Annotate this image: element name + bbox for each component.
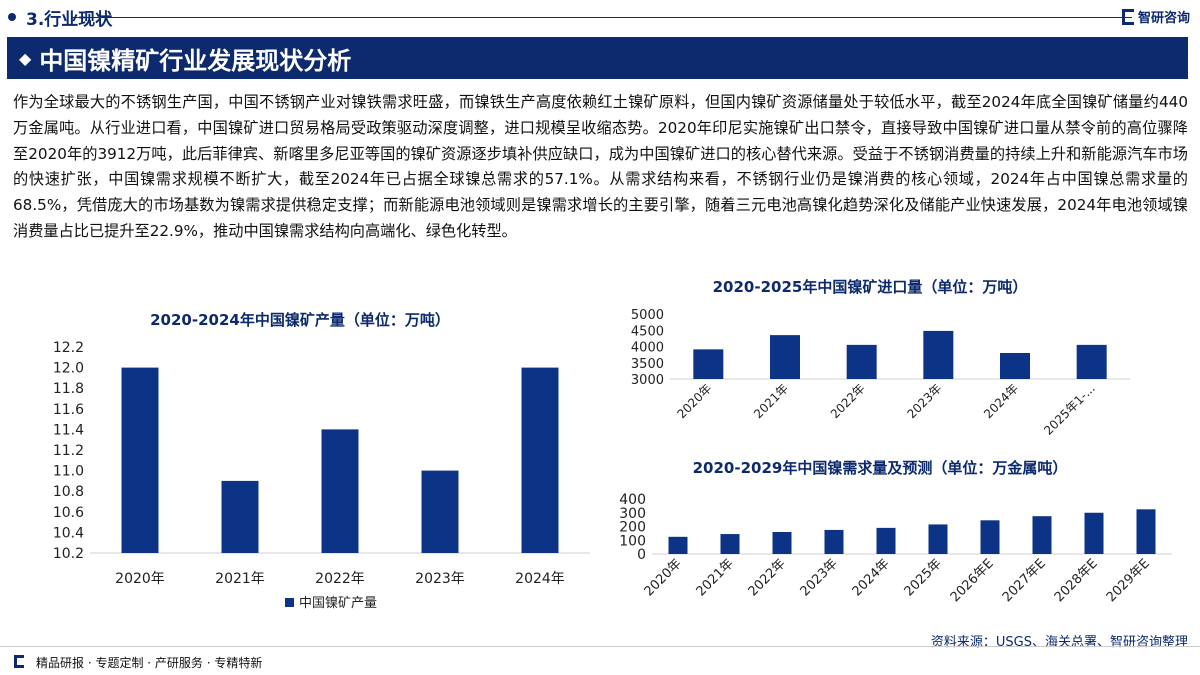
y-tick-label: 4500 xyxy=(631,324,664,339)
x-tick-label: 2024年 xyxy=(515,571,565,587)
y-tick-label: 400 xyxy=(619,492,646,508)
y-tick-label: 300 xyxy=(619,506,646,522)
legend-label: 中国镍矿产量 xyxy=(299,596,377,611)
bar xyxy=(720,534,740,554)
bar xyxy=(1136,509,1156,554)
y-tick-label: 10.8 xyxy=(53,484,84,500)
x-tick-label: 2021年 xyxy=(215,571,265,587)
divider xyxy=(72,17,1132,18)
y-tick-label: 11.2 xyxy=(53,443,84,459)
x-tick-label: 2025年1-... xyxy=(1041,381,1098,438)
x-tick-label: 2029年E xyxy=(1104,556,1153,605)
x-tick-label: 2025年 xyxy=(902,556,945,599)
production-chart: 10.2 10.4 10.6 10.8 11.0 11.2 11.4 11.6 11.8 12.0… xyxy=(53,340,590,611)
chart3-title: 2020-2029年中国镍需求量及预测（单位：万金属吨） xyxy=(692,459,1068,477)
bar xyxy=(770,335,800,379)
x-tick-label: 2027年E xyxy=(1000,556,1049,605)
bar xyxy=(980,520,1000,554)
y-tick-label: 11.6 xyxy=(53,402,84,418)
y-tick-label: 3500 xyxy=(631,357,664,372)
y-tick-label: 11.4 xyxy=(53,422,84,438)
x-tick-label: 2020年 xyxy=(115,571,165,587)
x-tick-label: 2024年 xyxy=(981,381,1021,421)
bar xyxy=(668,536,688,554)
bar xyxy=(1000,353,1030,379)
bar xyxy=(876,527,896,554)
x-tick-label: 2022年 xyxy=(828,381,868,421)
y-tick-label: 3000 xyxy=(631,373,664,388)
y-tick-label: 11.0 xyxy=(53,464,84,480)
bar xyxy=(521,367,559,553)
bar xyxy=(121,367,159,553)
x-tick-label: 2023年 xyxy=(415,571,465,587)
bar xyxy=(321,429,359,553)
bar xyxy=(928,524,948,554)
x-tick-label: 2020年 xyxy=(674,381,714,421)
bar xyxy=(1076,344,1107,379)
y-tick-label: 200 xyxy=(619,520,646,536)
y-tick-label: 10.6 xyxy=(53,505,84,521)
section-label: 3.行业现状 xyxy=(26,9,113,30)
y-tick-label: 12.0 xyxy=(53,361,84,377)
bar xyxy=(421,470,459,553)
brand-logo: 智研咨询 xyxy=(1121,7,1190,26)
diamond-icon: ◆ xyxy=(19,48,32,68)
x-tick-label: 2021年 xyxy=(694,556,737,599)
logo-icon xyxy=(1121,8,1134,25)
y-tick-label: 10.4 xyxy=(53,525,84,541)
x-tick-label: 2022年 xyxy=(746,556,789,599)
x-tick-label: 2023年 xyxy=(798,556,841,599)
y-tick-label: 4000 xyxy=(631,341,664,356)
x-tick-label: 2023年 xyxy=(904,381,944,421)
y-tick-label: 5000 xyxy=(631,308,664,323)
bar xyxy=(772,532,792,554)
y-tick-label: 100 xyxy=(619,533,646,549)
x-tick-label: 2026年E xyxy=(948,556,997,605)
section-header: 3.行业现状 xyxy=(8,6,113,30)
bullet-icon xyxy=(8,13,16,21)
bar xyxy=(824,529,844,554)
y-tick-label: 0 xyxy=(637,547,646,563)
bar xyxy=(221,480,259,553)
bar xyxy=(846,344,877,379)
footer-text: 精品研报 · 专题定制 · 产研服务 · 专精特新 xyxy=(36,656,263,670)
body-paragraph: 作为全球最大的不锈钢生产国，中国不锈钢产业对镍铁需求旺盛，而镍铁生产高度依赖红土… xyxy=(13,93,1188,240)
page-title: 中国镍精矿行业发展现状分析 xyxy=(39,46,352,75)
bar xyxy=(1032,516,1052,554)
y-tick-label: 12.2 xyxy=(53,340,84,356)
bar xyxy=(693,349,724,379)
y-tick-label: 11.8 xyxy=(53,381,84,397)
footer-logo-icon xyxy=(14,655,24,668)
bar xyxy=(923,330,954,379)
x-tick-label: 2028年E xyxy=(1052,556,1101,605)
title-bar: ◆ 中国镍精矿行业发展现状分析 xyxy=(7,37,1188,79)
x-tick-label: 2022年 xyxy=(315,571,365,587)
legend-swatch xyxy=(285,598,294,607)
x-tick-label: 2021年 xyxy=(751,381,791,421)
bar xyxy=(1084,512,1104,554)
chart2-title: 2020-2025年中国镍矿进口量（单位：万吨） xyxy=(712,278,1028,296)
x-tick-label: 2024年 xyxy=(850,556,893,599)
y-tick-label: 10.2 xyxy=(53,546,84,562)
footer: 精品研报 · 专题定制 · 产研服务 · 专精特新 xyxy=(0,646,1200,675)
x-tick-label: 2020年 xyxy=(642,556,685,599)
chart1-title: 2020-2024年中国镍矿产量（单位：万吨） xyxy=(150,311,450,329)
logo-text: 智研咨询 xyxy=(1137,11,1190,26)
